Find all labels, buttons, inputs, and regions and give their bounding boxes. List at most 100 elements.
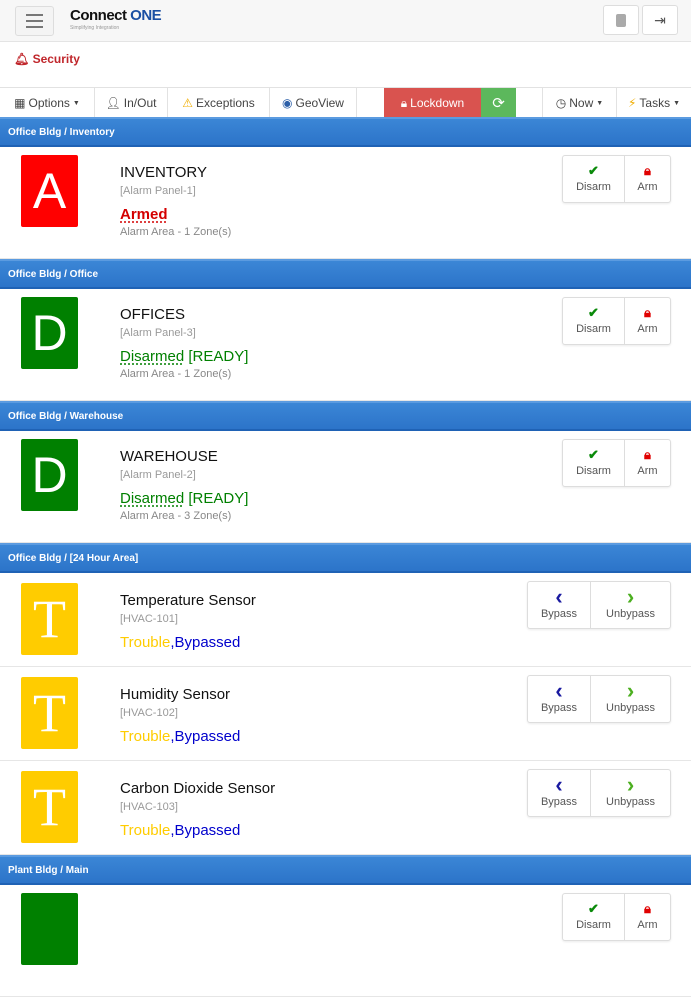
disarm-button[interactable]: ✔ Disarm bbox=[563, 298, 625, 344]
action-group: ‹ Bypass › Unbypass bbox=[527, 769, 671, 817]
toolbar: ▦ Options ▼ 👤︎ In/Out ⚠ Exceptions ◉ GeoView … bbox=[0, 87, 691, 118]
inout-button[interactable]: 👤︎ In/Out bbox=[95, 88, 168, 118]
now-button[interactable]: ◷ Now ▼ bbox=[543, 88, 617, 118]
arm-button[interactable]: 🔒︎ Arm bbox=[637, 163, 658, 193]
item-device: [Alarm Panel-1] bbox=[120, 185, 196, 197]
geoview-button[interactable]: ◉ GeoView bbox=[270, 88, 357, 118]
check-circle-icon: ✔ bbox=[588, 901, 599, 916]
chevron-right-icon: › bbox=[626, 583, 635, 609]
disarm-button[interactable]: ✔ Disarm bbox=[563, 156, 625, 202]
exceptions-button[interactable]: ⚠ Exceptions bbox=[168, 88, 270, 118]
status-badge: D bbox=[21, 297, 78, 369]
menu-button[interactable] bbox=[15, 6, 54, 36]
item-device: [Alarm Panel-2] bbox=[120, 469, 196, 481]
lock-icon: 🔒︎ bbox=[400, 95, 408, 110]
action-group: ‹ Bypass › Unbypass bbox=[527, 675, 671, 723]
item-info: INVENTORY [Alarm Panel-1] Armed Alarm Area … bbox=[120, 164, 231, 239]
menu-icon bbox=[26, 14, 43, 16]
bolt-icon: ⚡︎ bbox=[627, 96, 637, 110]
item-device: [HVAC-101] bbox=[120, 613, 178, 625]
chevron-left-icon: ‹ bbox=[555, 583, 563, 609]
status-badge: A bbox=[21, 155, 78, 227]
arm-button[interactable]: 🔒︎ Arm bbox=[637, 901, 658, 931]
action-group: ✔ Disarm 🔒︎ Arm bbox=[562, 297, 671, 345]
user-icon bbox=[616, 13, 626, 27]
item-area: Alarm Area - 3 Zone(s) bbox=[120, 510, 232, 522]
section-header: Office Bldg / Warehouse bbox=[0, 401, 691, 431]
tasks-button[interactable]: ⚡︎ Tasks ▼ bbox=[617, 88, 691, 118]
chevron-left-icon: ‹ bbox=[555, 677, 563, 703]
caret-down-icon: ▼ bbox=[72, 99, 80, 107]
action-group: ✔ Disarm 🔒︎ Arm bbox=[562, 155, 671, 203]
logout-icon: ⇥ bbox=[654, 11, 666, 28]
check-circle-icon: ✔ bbox=[588, 163, 599, 178]
item-status: Disarmed [READY] bbox=[120, 490, 249, 507]
item-status: Trouble,Bypassed bbox=[120, 728, 241, 745]
chevron-left-icon: ‹ bbox=[555, 771, 563, 797]
lockdown-button[interactable]: 🔒︎ Lockdown bbox=[384, 88, 481, 118]
chevron-right-icon: › bbox=[626, 677, 635, 703]
section-header: Office Bldg / [24 Hour Area] bbox=[0, 543, 691, 573]
section-header: Office Bldg / Office bbox=[0, 259, 691, 289]
refresh-icon: ⟳ bbox=[492, 95, 505, 112]
user-icon: 👤︎ bbox=[105, 96, 121, 110]
item-status: Disarmed [READY] bbox=[120, 348, 249, 365]
zone-row[interactable]: T Carbon Dioxide Sensor [HVAC-103] Trouble,… bbox=[0, 761, 691, 855]
disarm-button[interactable]: ✔ Disarm bbox=[563, 440, 625, 486]
alarm-area-row[interactable]: A INVENTORY [Alarm Panel-1] Armed Alarm Area… bbox=[0, 147, 691, 259]
unbypass-button[interactable]: › Unbypass bbox=[606, 677, 655, 714]
action-group: ✔ Disarm 🔒︎ Arm bbox=[562, 893, 671, 941]
status-badge: T bbox=[21, 771, 78, 843]
warning-icon: ⚠ bbox=[182, 96, 194, 110]
lock-icon: 🔒︎ bbox=[644, 305, 651, 320]
item-device: [HVAC-103] bbox=[120, 801, 178, 813]
options-button[interactable]: ▦ Options ▼ bbox=[0, 88, 95, 118]
action-group: ‹ Bypass › Unbypass bbox=[527, 581, 671, 629]
lock-icon: 🔒︎ bbox=[644, 901, 651, 916]
item-name: Temperature Sensor bbox=[120, 592, 256, 609]
alarm-area-row[interactable]: D OFFICES [Alarm Panel-3] Disarmed [READY] A… bbox=[0, 289, 691, 401]
item-device: [HVAC-102] bbox=[120, 707, 178, 719]
item-area: Alarm Area - 1 Zone(s) bbox=[120, 226, 232, 238]
item-info: OFFICES [Alarm Panel-3] Disarmed [READY] Al… bbox=[120, 306, 248, 381]
status-badge: T bbox=[21, 583, 78, 655]
clock-icon: ◷ bbox=[555, 96, 567, 110]
bypass-button[interactable]: ‹ Bypass bbox=[528, 770, 591, 816]
caret-down-icon: ▼ bbox=[673, 99, 681, 107]
item-status: Trouble,Bypassed bbox=[120, 822, 241, 839]
globe-icon: ◉ bbox=[282, 96, 293, 110]
arm-button[interactable]: 🔒︎ Arm bbox=[637, 305, 658, 335]
item-name: WAREHOUSE bbox=[120, 448, 218, 465]
bell-icon: 🔔︎ bbox=[14, 52, 30, 66]
bypass-button[interactable]: ‹ Bypass bbox=[528, 582, 591, 628]
user-button[interactable] bbox=[603, 5, 639, 35]
item-status: Trouble,Bypassed bbox=[120, 634, 241, 651]
section-header: Office Bldg / Inventory bbox=[0, 117, 691, 147]
refresh-button[interactable]: ⟳ bbox=[481, 88, 516, 118]
alarm-area-row[interactable]: ✔ Disarm 🔒︎ Arm bbox=[0, 885, 691, 997]
caret-down-icon: ▼ bbox=[596, 99, 604, 107]
unbypass-button[interactable]: › Unbypass bbox=[606, 771, 655, 808]
zone-row[interactable]: T Temperature Sensor [HVAC-101] Trouble,Byp… bbox=[0, 573, 691, 667]
zone-row[interactable]: T Humidity Sensor [HVAC-102] Trouble,Bypass… bbox=[0, 667, 691, 761]
item-area: Alarm Area - 1 Zone(s) bbox=[120, 368, 232, 380]
check-circle-icon: ✔ bbox=[588, 447, 599, 462]
logout-button[interactable]: ⇥ bbox=[642, 5, 678, 35]
lock-icon: 🔒︎ bbox=[644, 447, 651, 462]
alarm-area-row[interactable]: D WAREHOUSE [Alarm Panel-2] Disarmed [READY… bbox=[0, 431, 691, 543]
status-badge: D bbox=[21, 439, 78, 511]
section-header: Plant Bldg / Main bbox=[0, 855, 691, 885]
logo: Connect ONE Simplifying Integration bbox=[70, 7, 162, 31]
lock-icon: 🔒︎ bbox=[644, 163, 651, 178]
security-list: Office Bldg / Inventory A INVENTORY [Alarm … bbox=[0, 117, 691, 997]
arm-button[interactable]: 🔒︎ Arm bbox=[637, 447, 658, 477]
bypass-button[interactable]: ‹ Bypass bbox=[528, 676, 591, 722]
grid-icon: ▦ bbox=[14, 96, 26, 110]
top-bar: Connect ONE Simplifying Integration ⇥ bbox=[0, 0, 691, 42]
item-name: Humidity Sensor bbox=[120, 686, 231, 703]
item-info: Temperature Sensor [HVAC-101] Trouble,Bypa… bbox=[120, 592, 256, 652]
item-name: OFFICES bbox=[120, 306, 186, 323]
status-badge bbox=[21, 893, 78, 965]
unbypass-button[interactable]: › Unbypass bbox=[606, 583, 655, 620]
disarm-button[interactable]: ✔ Disarm bbox=[563, 894, 625, 940]
